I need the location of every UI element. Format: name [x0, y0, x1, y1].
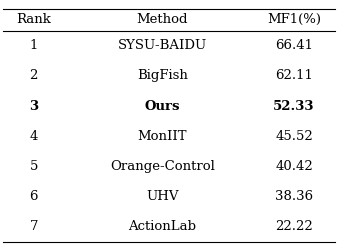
Text: MF1(%): MF1(%) [267, 13, 321, 26]
Text: 4: 4 [30, 130, 38, 143]
Text: 6: 6 [29, 190, 38, 203]
Text: 40.42: 40.42 [275, 160, 313, 173]
Text: BigFish: BigFish [137, 69, 188, 82]
Text: Method: Method [137, 13, 188, 26]
Text: 1: 1 [30, 39, 38, 52]
Text: 2: 2 [30, 69, 38, 82]
Text: Ours: Ours [144, 100, 180, 112]
Text: 5: 5 [30, 160, 38, 173]
Text: MonIIT: MonIIT [138, 130, 187, 143]
Text: 3: 3 [29, 100, 38, 112]
Text: 45.52: 45.52 [275, 130, 313, 143]
Text: Orange-Control: Orange-Control [110, 160, 215, 173]
Text: UHV: UHV [146, 190, 178, 203]
Text: 7: 7 [29, 220, 38, 233]
Text: Rank: Rank [16, 13, 51, 26]
Text: ActionLab: ActionLab [128, 220, 196, 233]
Text: SYSU-BAIDU: SYSU-BAIDU [118, 39, 207, 52]
Text: 52.33: 52.33 [273, 100, 315, 112]
Text: 38.36: 38.36 [275, 190, 313, 203]
Text: 66.41: 66.41 [275, 39, 313, 52]
Text: 62.11: 62.11 [275, 69, 313, 82]
Text: 22.22: 22.22 [275, 220, 313, 233]
